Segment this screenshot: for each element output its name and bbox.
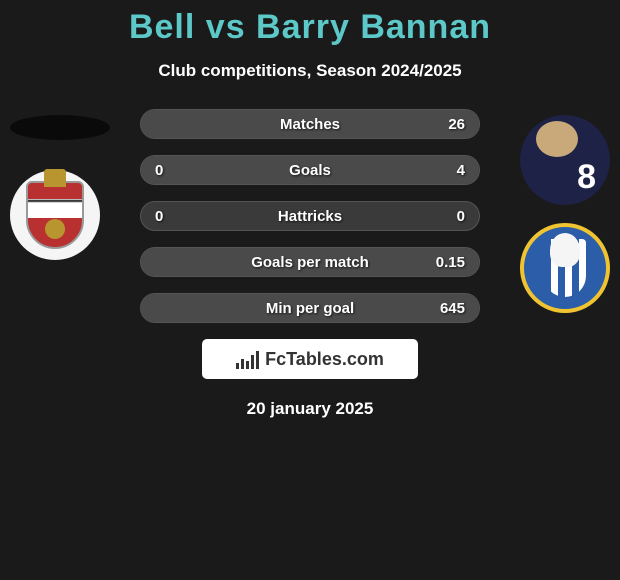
stat-bar: 0 Goals 4: [140, 155, 480, 185]
subtitle: Club competitions, Season 2024/2025: [0, 61, 620, 81]
stat-left-value: 0: [155, 162, 163, 179]
player-right-name: Barry Bannan: [256, 8, 491, 46]
stat-bar: Matches 26: [140, 109, 480, 139]
stat-left-value: 0: [155, 208, 163, 225]
stat-bar-content: Matches 26: [141, 110, 479, 138]
stat-right-value: 0.15: [436, 254, 465, 271]
stat-bar: Goals per match 0.15: [140, 247, 480, 277]
stat-right-value: 645: [440, 300, 465, 317]
right-club-badge: [520, 223, 610, 313]
stat-bar-content: 0 Hattricks 0: [141, 202, 479, 230]
left-column: [10, 115, 110, 260]
owl-icon: [550, 233, 580, 267]
stat-right-value: 26: [448, 116, 465, 133]
right-column: 8: [520, 115, 610, 313]
brand-badge: FcTables.com: [202, 339, 418, 379]
stat-bar: Min per goal 645: [140, 293, 480, 323]
stat-label: Min per goal: [266, 300, 354, 317]
shield-icon: [26, 181, 84, 249]
chart-icon: [236, 349, 259, 369]
stat-bar-content: Goals per match 0.15: [141, 248, 479, 276]
left-player-avatar-placeholder: [10, 115, 110, 140]
main-area: 8 Matches 26 0 Goals 4 0 Hattricks 0 Goals per m…: [0, 109, 620, 419]
stat-label: Goals: [289, 162, 331, 179]
stat-bars: Matches 26 0 Goals 4 0 Hattricks 0 Goals per mat…: [140, 109, 480, 323]
stat-label: Hattricks: [278, 208, 342, 225]
player-left-name: Bell: [129, 8, 195, 46]
date-text: 20 january 2025: [0, 399, 620, 419]
right-player-avatar: 8: [520, 115, 610, 205]
stat-bar: 0 Hattricks 0: [140, 201, 480, 231]
vs-text: vs: [206, 8, 256, 46]
stat-label: Goals per match: [251, 254, 369, 271]
stat-bar-content: Min per goal 645: [141, 294, 479, 322]
left-club-badge: [10, 170, 100, 260]
comparison-infographic: Bell vs Barry Bannan Club competitions, …: [0, 0, 620, 419]
stat-label: Matches: [280, 116, 340, 133]
stat-right-value: 4: [457, 162, 465, 179]
brand-text: FcTables.com: [265, 349, 384, 370]
page-title: Bell vs Barry Bannan: [0, 8, 620, 47]
stat-bar-content: 0 Goals 4: [141, 156, 479, 184]
player-number: 8: [577, 158, 596, 197]
stat-right-value: 0: [457, 208, 465, 225]
